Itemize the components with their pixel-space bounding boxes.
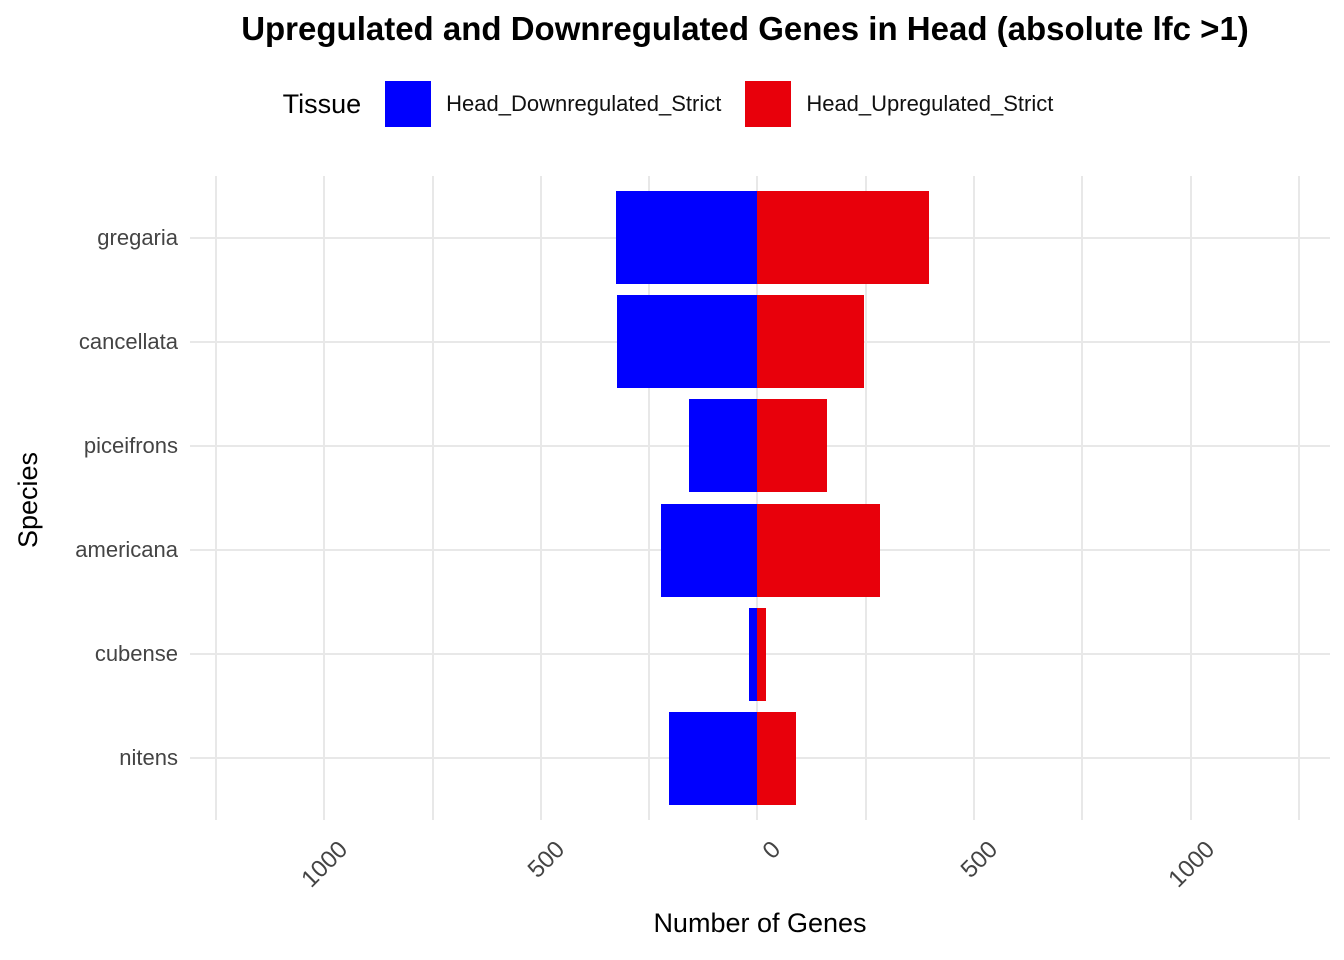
legend-swatch-downregulated-icon xyxy=(385,81,432,127)
y-tick-label-americana: americana xyxy=(75,537,178,563)
bar-downregulated-piceifrons xyxy=(688,399,758,493)
y-tick-label-gregaria: gregaria xyxy=(97,224,178,250)
legend-label-downregulated: Head_Downregulated_Strict xyxy=(446,91,722,116)
legend-item-downregulated: Head_Downregulated_Strict xyxy=(385,81,721,127)
y-tick-label-nitens: nitens xyxy=(119,745,178,771)
bar-upregulated-cubense xyxy=(757,607,766,701)
gridline-vertical xyxy=(648,176,651,820)
bar-upregulated-gregaria xyxy=(757,191,929,285)
bar-upregulated-cancellata xyxy=(757,295,864,389)
y-tick-label-piceifrons: piceifrons xyxy=(83,432,178,458)
legend-item-upregulated: Head_Upregulated_Strict xyxy=(745,81,1053,127)
x-tick-label: 1000 xyxy=(1162,836,1220,893)
bar-downregulated-nitens xyxy=(668,711,758,805)
gridline-vertical xyxy=(864,176,867,820)
x-tick-label: 500 xyxy=(955,836,1004,884)
legend: Tissue Head_Downregulated_Strict Head_Up… xyxy=(0,78,1344,130)
bar-downregulated-cancellata xyxy=(616,295,758,389)
x-axis-title: Number of Genes xyxy=(653,908,867,938)
legend-title: Tissue xyxy=(282,88,362,119)
gridline-vertical xyxy=(756,176,759,820)
x-tick-label: 1000 xyxy=(296,836,354,893)
plot-panel xyxy=(190,176,1330,820)
gridline-vertical xyxy=(972,176,975,820)
gridline-vertical xyxy=(1297,176,1300,820)
gridline-vertical xyxy=(214,176,217,820)
bar-downregulated-cubense xyxy=(749,607,758,701)
chart-title: Upregulated and Downregulated Genes in H… xyxy=(241,10,1249,47)
y-tick-label-cubense: cubense xyxy=(94,641,178,667)
y-tick-label-cancellata: cancellata xyxy=(78,328,178,354)
bar-upregulated-americana xyxy=(757,503,880,597)
gridline-vertical xyxy=(1189,176,1192,820)
bar-downregulated-americana xyxy=(661,503,758,597)
legend-label-upregulated: Head_Upregulated_Strict xyxy=(806,91,1054,116)
bar-upregulated-piceifrons xyxy=(757,399,827,493)
x-tick-label: 0 xyxy=(757,836,787,865)
x-tick-label: 500 xyxy=(522,836,570,884)
gridline-vertical xyxy=(539,176,542,820)
gridline-vertical xyxy=(431,176,434,820)
legend-swatch-upregulated-icon xyxy=(745,81,792,127)
bar-upregulated-nitens xyxy=(757,711,796,805)
gridline-vertical xyxy=(323,176,326,820)
bar-downregulated-gregaria xyxy=(616,191,758,285)
gridline-vertical xyxy=(1081,176,1084,820)
